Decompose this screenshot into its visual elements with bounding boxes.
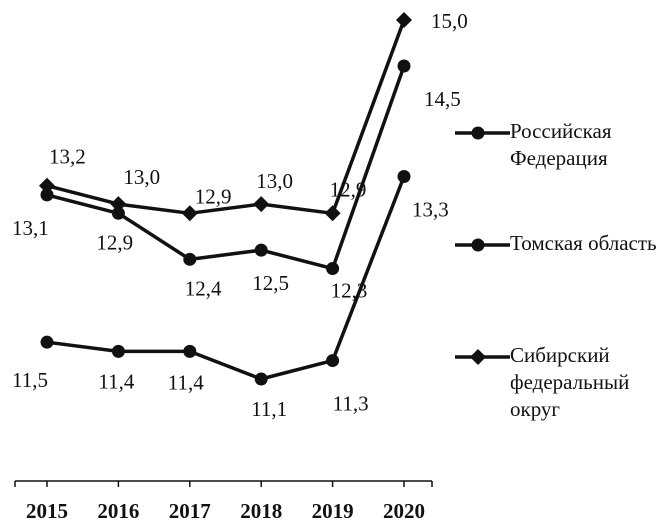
marker <box>326 354 340 368</box>
marker <box>397 59 411 73</box>
marker <box>471 238 485 252</box>
data-label: 12,4 <box>185 276 222 300</box>
marker <box>396 12 412 28</box>
marker <box>111 344 125 358</box>
marker <box>40 188 54 202</box>
data-label: 14,5 <box>424 87 461 111</box>
data-label: 12,9 <box>330 177 367 201</box>
data-label: 11,1 <box>251 397 287 421</box>
data-label: 13,2 <box>49 145 86 169</box>
marker <box>39 177 55 194</box>
x-tick-label: 2020 <box>383 499 425 523</box>
data-label: 13,0 <box>123 165 160 189</box>
x-tick-label: 2016 <box>97 499 139 523</box>
legend-label: Сибирский федеральный округ <box>510 343 630 421</box>
marker <box>397 169 411 183</box>
legend-label: Российская Федерация <box>510 119 612 170</box>
x-tick-label: 2019 <box>312 499 354 523</box>
marker <box>471 126 485 140</box>
marker <box>253 196 270 213</box>
data-label: 12,5 <box>252 271 289 295</box>
marker <box>110 196 127 213</box>
marker <box>183 344 197 358</box>
marker <box>111 206 125 220</box>
marker <box>181 205 198 222</box>
data-label: 12,9 <box>96 230 133 254</box>
data-label: 11,3 <box>333 392 369 416</box>
data-label: 15,0 <box>431 9 468 33</box>
legend-label: Томская область <box>510 231 657 255</box>
series-line <box>46 19 406 216</box>
series-line <box>46 65 406 271</box>
data-label: 13,3 <box>412 197 449 221</box>
series-line <box>46 175 406 381</box>
marker <box>254 372 268 386</box>
x-tick-label: 2017 <box>169 499 211 523</box>
data-label: 12,9 <box>195 184 232 208</box>
x-tick-label: 2015 <box>26 499 68 523</box>
marker <box>40 335 54 349</box>
marker <box>470 349 486 365</box>
data-label: 13,0 <box>256 169 293 193</box>
data-label: 11,5 <box>12 368 48 392</box>
marker <box>254 243 268 257</box>
data-label: 11,4 <box>168 370 204 394</box>
marker <box>183 252 197 266</box>
data-label: 11,4 <box>98 369 134 393</box>
data-label: 13,1 <box>12 216 49 240</box>
marker <box>326 262 340 276</box>
marker <box>324 205 341 222</box>
x-tick-label: 2018 <box>240 499 282 523</box>
